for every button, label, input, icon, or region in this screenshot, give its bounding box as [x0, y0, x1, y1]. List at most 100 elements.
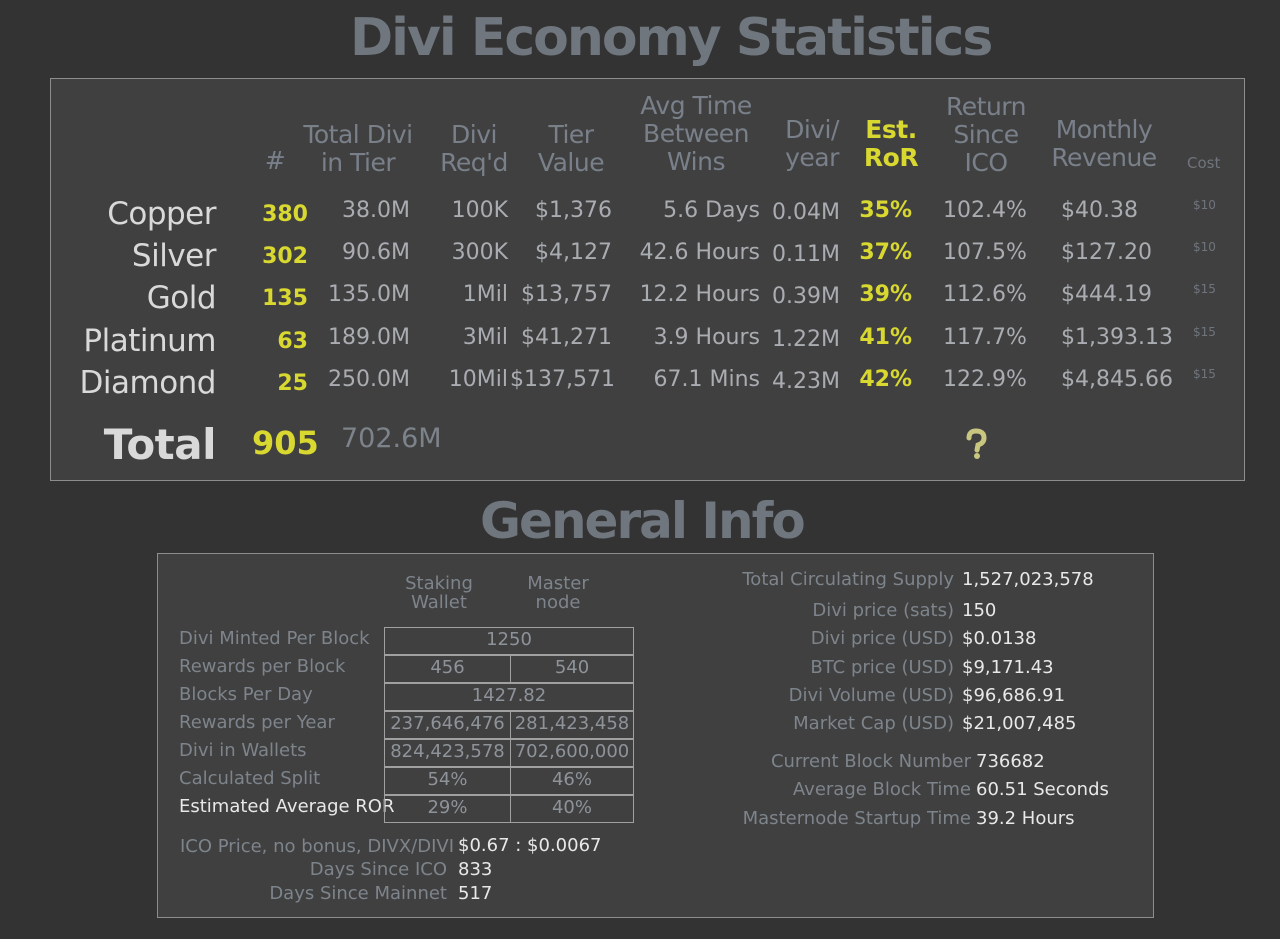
tier-cost: $15: [1193, 367, 1216, 381]
tier-avg-time: 42.6 Hours: [639, 240, 760, 265]
tier-divi-reqd: 10Mil: [448, 367, 508, 392]
general-panel: [157, 553, 1154, 918]
total-divi: 702.6M: [341, 423, 442, 454]
grid-cell-staking: 29%: [384, 795, 511, 823]
tier-divi-year: 1.22M: [772, 327, 840, 352]
tier-count: 380: [262, 202, 308, 227]
grid-row-label: Divi Minted Per Block: [179, 628, 370, 649]
header-est-ror: Est. RoR: [863, 115, 919, 172]
tier-divi-reqd: 1Mil: [462, 282, 508, 307]
economy-panel: [50, 78, 1245, 481]
tier-cost: $10: [1193, 240, 1216, 254]
tier-count: 135: [262, 286, 308, 311]
header-avg-time: Avg Time Between Wins: [640, 91, 752, 176]
tier-name: Copper: [107, 196, 216, 232]
block-stat-label: Average Block Time: [792, 779, 971, 800]
header-divi-year: Divi/ year: [785, 115, 839, 172]
tier-value: $41,271: [521, 325, 612, 350]
grid-cell-staking: 237,646,476: [384, 711, 511, 739]
tier-monthly-revenue: $40.38: [1061, 198, 1138, 223]
tier-total-divi: 135.0M: [328, 282, 410, 307]
days-ico-value: 833: [458, 859, 493, 880]
tier-return-ico: 102.4%: [943, 198, 1027, 223]
stat-value: 150: [962, 600, 997, 621]
tier-return-ico: 122.9%: [943, 367, 1027, 392]
tier-avg-time: 67.1 Mins: [653, 367, 760, 392]
tier-count: 25: [277, 371, 308, 396]
grid-cell-merged: 1427.82: [384, 683, 634, 711]
grid-row-label: Divi in Wallets: [179, 740, 307, 761]
tier-value: $4,127: [535, 240, 612, 265]
tier-avg-time: 12.2 Hours: [639, 282, 760, 307]
stat-value: $96,686.91: [962, 685, 1066, 706]
grid-cell-staking: 54%: [384, 767, 511, 795]
grid-cell-master: 281,423,458: [510, 711, 634, 739]
tier-return-ico: 107.5%: [943, 240, 1027, 265]
grid-row-label: Rewards per Year: [179, 712, 335, 733]
days-mainnet-value: 517: [458, 883, 493, 904]
tier-divi-reqd: 300K: [451, 240, 508, 265]
tier-monthly-revenue: $444.19: [1061, 282, 1152, 307]
days-mainnet-label: Days Since Mainnet: [269, 883, 447, 904]
tier-divi-reqd: 100K: [451, 198, 508, 223]
tier-cost: $10: [1193, 198, 1216, 212]
tier-monthly-revenue: $1,393.13: [1061, 325, 1173, 350]
tier-total-divi: 189.0M: [328, 325, 410, 350]
tier-divi-year: 4.23M: [772, 369, 840, 394]
tier-divi-year: 0.39M: [772, 284, 840, 309]
block-stat-value: 39.2 Hours: [976, 808, 1075, 829]
tier-divi-reqd: 3Mil: [462, 325, 508, 350]
tier-est-ror: 39%: [859, 282, 912, 307]
block-stat-value: 736682: [976, 751, 1045, 772]
stat-label: Divi price (sats): [812, 600, 954, 621]
grid-row-label: Calculated Split: [179, 768, 321, 789]
grid-row-label: Blocks Per Day: [179, 684, 313, 705]
grid-cell-master: 40%: [510, 795, 634, 823]
tier-value: $13,757: [521, 282, 612, 307]
tier-name: Platinum: [83, 323, 216, 359]
ico-price-label: ICO Price, no bonus, DIVX/DIVI: [180, 836, 455, 857]
economy-title: Divi Economy Statistics: [350, 8, 993, 68]
header-monthly-revenue: Monthly Revenue: [1051, 115, 1157, 172]
grid-row-label: Rewards per Block: [179, 656, 346, 677]
tier-total-divi: 250.0M: [328, 367, 410, 392]
tier-count: 63: [277, 329, 308, 354]
grid-row-label: Estimated Average ROR: [179, 796, 395, 817]
days-ico-label: Days Since ICO: [309, 859, 447, 880]
stat-label: Divi price (USD): [810, 628, 954, 649]
header-cost: Cost: [1187, 154, 1221, 172]
header-tier-value: Tier Value: [537, 120, 605, 177]
tier-total-divi: 90.6M: [342, 240, 410, 265]
total-count: 905: [252, 424, 319, 462]
tier-est-ror: 41%: [859, 325, 912, 350]
question-mark-icon[interactable]: [963, 428, 989, 462]
tier-count: 302: [262, 244, 308, 269]
tier-avg-time: 3.9 Hours: [653, 325, 760, 350]
tier-est-ror: 35%: [859, 198, 912, 223]
header-divi-reqd: Divi Req'd: [440, 120, 508, 177]
stat-label: Total Circulating Supply: [742, 569, 954, 590]
tier-monthly-revenue: $127.20: [1061, 240, 1152, 265]
grid-cell-staking: 824,423,578: [384, 739, 511, 767]
tier-avg-time: 5.6 Days: [663, 198, 760, 223]
stat-label: Market Cap (USD): [793, 713, 954, 734]
tier-divi-year: 0.11M: [772, 242, 840, 267]
total-label: Total: [103, 420, 217, 469]
stat-value: 1,527,023,578: [962, 569, 1094, 590]
block-stat-label: Masternode Startup Time: [742, 808, 971, 829]
ico-price-value: $0.67 : $0.0067: [458, 835, 602, 856]
tier-name: Gold: [146, 280, 217, 316]
tier-est-ror: 42%: [859, 367, 912, 392]
header-total-divi: Total Divi in Tier: [303, 120, 413, 177]
header-count: #: [264, 146, 286, 175]
tier-value: $1,376: [535, 198, 612, 223]
stat-value: $21,007,485: [962, 713, 1077, 734]
tier-name: Diamond: [79, 365, 217, 401]
tier-cost: $15: [1193, 282, 1216, 296]
block-stat-value: 60.51 Seconds: [976, 779, 1109, 800]
tier-name: Silver: [131, 238, 217, 274]
stat-label: Divi Volume (USD): [788, 685, 954, 706]
tier-monthly-revenue: $4,845.66: [1061, 367, 1173, 392]
tier-value: $137,571: [510, 367, 615, 392]
tier-cost: $15: [1193, 325, 1216, 339]
